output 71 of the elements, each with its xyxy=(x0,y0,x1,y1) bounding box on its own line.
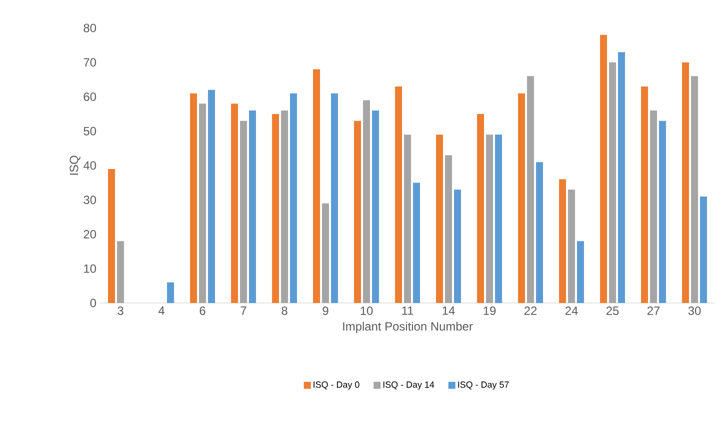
bar xyxy=(682,62,690,303)
bar xyxy=(231,104,238,303)
bar xyxy=(518,93,526,303)
x-tick-label: 9 xyxy=(322,306,328,315)
bar xyxy=(108,168,116,303)
x-tick-label: 14 xyxy=(442,306,455,315)
bar xyxy=(650,110,658,303)
bar xyxy=(199,104,206,303)
bar xyxy=(272,114,280,303)
bar xyxy=(395,86,402,303)
y-tick-label: 30 xyxy=(84,196,96,204)
x-tick-label: 24 xyxy=(565,306,578,315)
x-tick-label: 11 xyxy=(402,306,414,315)
bar xyxy=(117,241,124,303)
bar xyxy=(495,134,502,303)
x-tick-label: 22 xyxy=(524,306,537,315)
x-tick-label: 25 xyxy=(606,306,619,315)
bar xyxy=(208,90,215,303)
bar xyxy=(477,114,484,303)
x-tick-label: 3 xyxy=(118,306,124,315)
x-tick-label: 6 xyxy=(200,306,206,315)
bar xyxy=(659,120,666,303)
bar xyxy=(190,93,198,303)
bar xyxy=(363,100,370,303)
bar xyxy=(641,86,648,303)
bar xyxy=(568,190,576,303)
bar xyxy=(240,120,248,303)
bar xyxy=(413,182,420,303)
bar xyxy=(559,179,566,303)
y-tick-label: 20 xyxy=(84,230,96,238)
bar xyxy=(577,241,584,303)
bar xyxy=(313,69,320,303)
bar xyxy=(436,134,444,303)
bar xyxy=(322,203,330,303)
bar xyxy=(527,76,534,303)
bar xyxy=(372,110,379,303)
bar xyxy=(331,93,338,303)
x-tick-label: 10 xyxy=(360,306,373,315)
legend-label: ISQ - Day 14 xyxy=(383,381,434,390)
x-tick-label: 27 xyxy=(647,306,660,315)
x-tick-label: 4 xyxy=(158,306,164,315)
bar xyxy=(536,162,544,303)
bar xyxy=(445,155,452,303)
x-tick-label: 30 xyxy=(688,306,701,315)
y-axis-title: ISQ xyxy=(70,156,80,175)
x-axis-title: Implant Position Number xyxy=(343,322,473,333)
bar xyxy=(404,134,412,303)
bar xyxy=(700,196,708,303)
bar xyxy=(249,110,256,303)
bar xyxy=(600,34,608,303)
x-tick-label: 8 xyxy=(282,306,288,315)
x-tick-label: 19 xyxy=(484,306,496,315)
y-tick-label: 0 xyxy=(90,298,96,308)
bar xyxy=(281,110,288,303)
bar xyxy=(354,120,362,303)
bar xyxy=(454,190,461,303)
bar xyxy=(167,282,174,303)
x-tick-label: 7 xyxy=(240,306,246,315)
y-tick-label: 60 xyxy=(84,92,96,101)
y-tick-label: 70 xyxy=(84,58,96,67)
bar xyxy=(609,62,616,303)
legend-label: ISQ - Day 0 xyxy=(314,381,360,390)
y-tick-label: 40 xyxy=(83,161,96,170)
y-tick-label: 80 xyxy=(84,24,96,32)
bar xyxy=(486,134,494,303)
legend-label: ISQ - Day 57 xyxy=(458,381,509,390)
bar xyxy=(290,93,297,303)
bar xyxy=(691,76,698,303)
y-tick-label: 50 xyxy=(84,126,96,136)
y-tick-label: 10 xyxy=(84,264,96,273)
bar xyxy=(618,52,626,303)
